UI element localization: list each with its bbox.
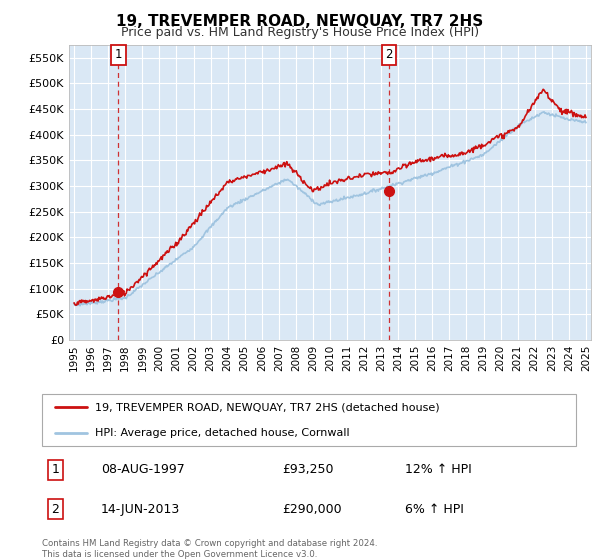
Text: HPI: Average price, detached house, Cornwall: HPI: Average price, detached house, Corn… bbox=[95, 428, 350, 438]
Text: 14-JUN-2013: 14-JUN-2013 bbox=[101, 503, 180, 516]
Text: 1: 1 bbox=[52, 463, 59, 476]
Text: 19, TREVEMPER ROAD, NEWQUAY, TR7 2HS: 19, TREVEMPER ROAD, NEWQUAY, TR7 2HS bbox=[116, 14, 484, 29]
Text: £93,250: £93,250 bbox=[283, 463, 334, 476]
Text: Price paid vs. HM Land Registry's House Price Index (HPI): Price paid vs. HM Land Registry's House … bbox=[121, 26, 479, 39]
Text: 6% ↑ HPI: 6% ↑ HPI bbox=[405, 503, 464, 516]
Text: £290,000: £290,000 bbox=[283, 503, 342, 516]
Text: 2: 2 bbox=[385, 48, 392, 61]
Text: 08-AUG-1997: 08-AUG-1997 bbox=[101, 463, 184, 476]
Text: 19, TREVEMPER ROAD, NEWQUAY, TR7 2HS (detached house): 19, TREVEMPER ROAD, NEWQUAY, TR7 2HS (de… bbox=[95, 402, 440, 412]
Text: 12% ↑ HPI: 12% ↑ HPI bbox=[405, 463, 472, 476]
Text: 2: 2 bbox=[52, 503, 59, 516]
Text: Contains HM Land Registry data © Crown copyright and database right 2024.
This d: Contains HM Land Registry data © Crown c… bbox=[42, 539, 377, 559]
Text: 1: 1 bbox=[115, 48, 122, 61]
